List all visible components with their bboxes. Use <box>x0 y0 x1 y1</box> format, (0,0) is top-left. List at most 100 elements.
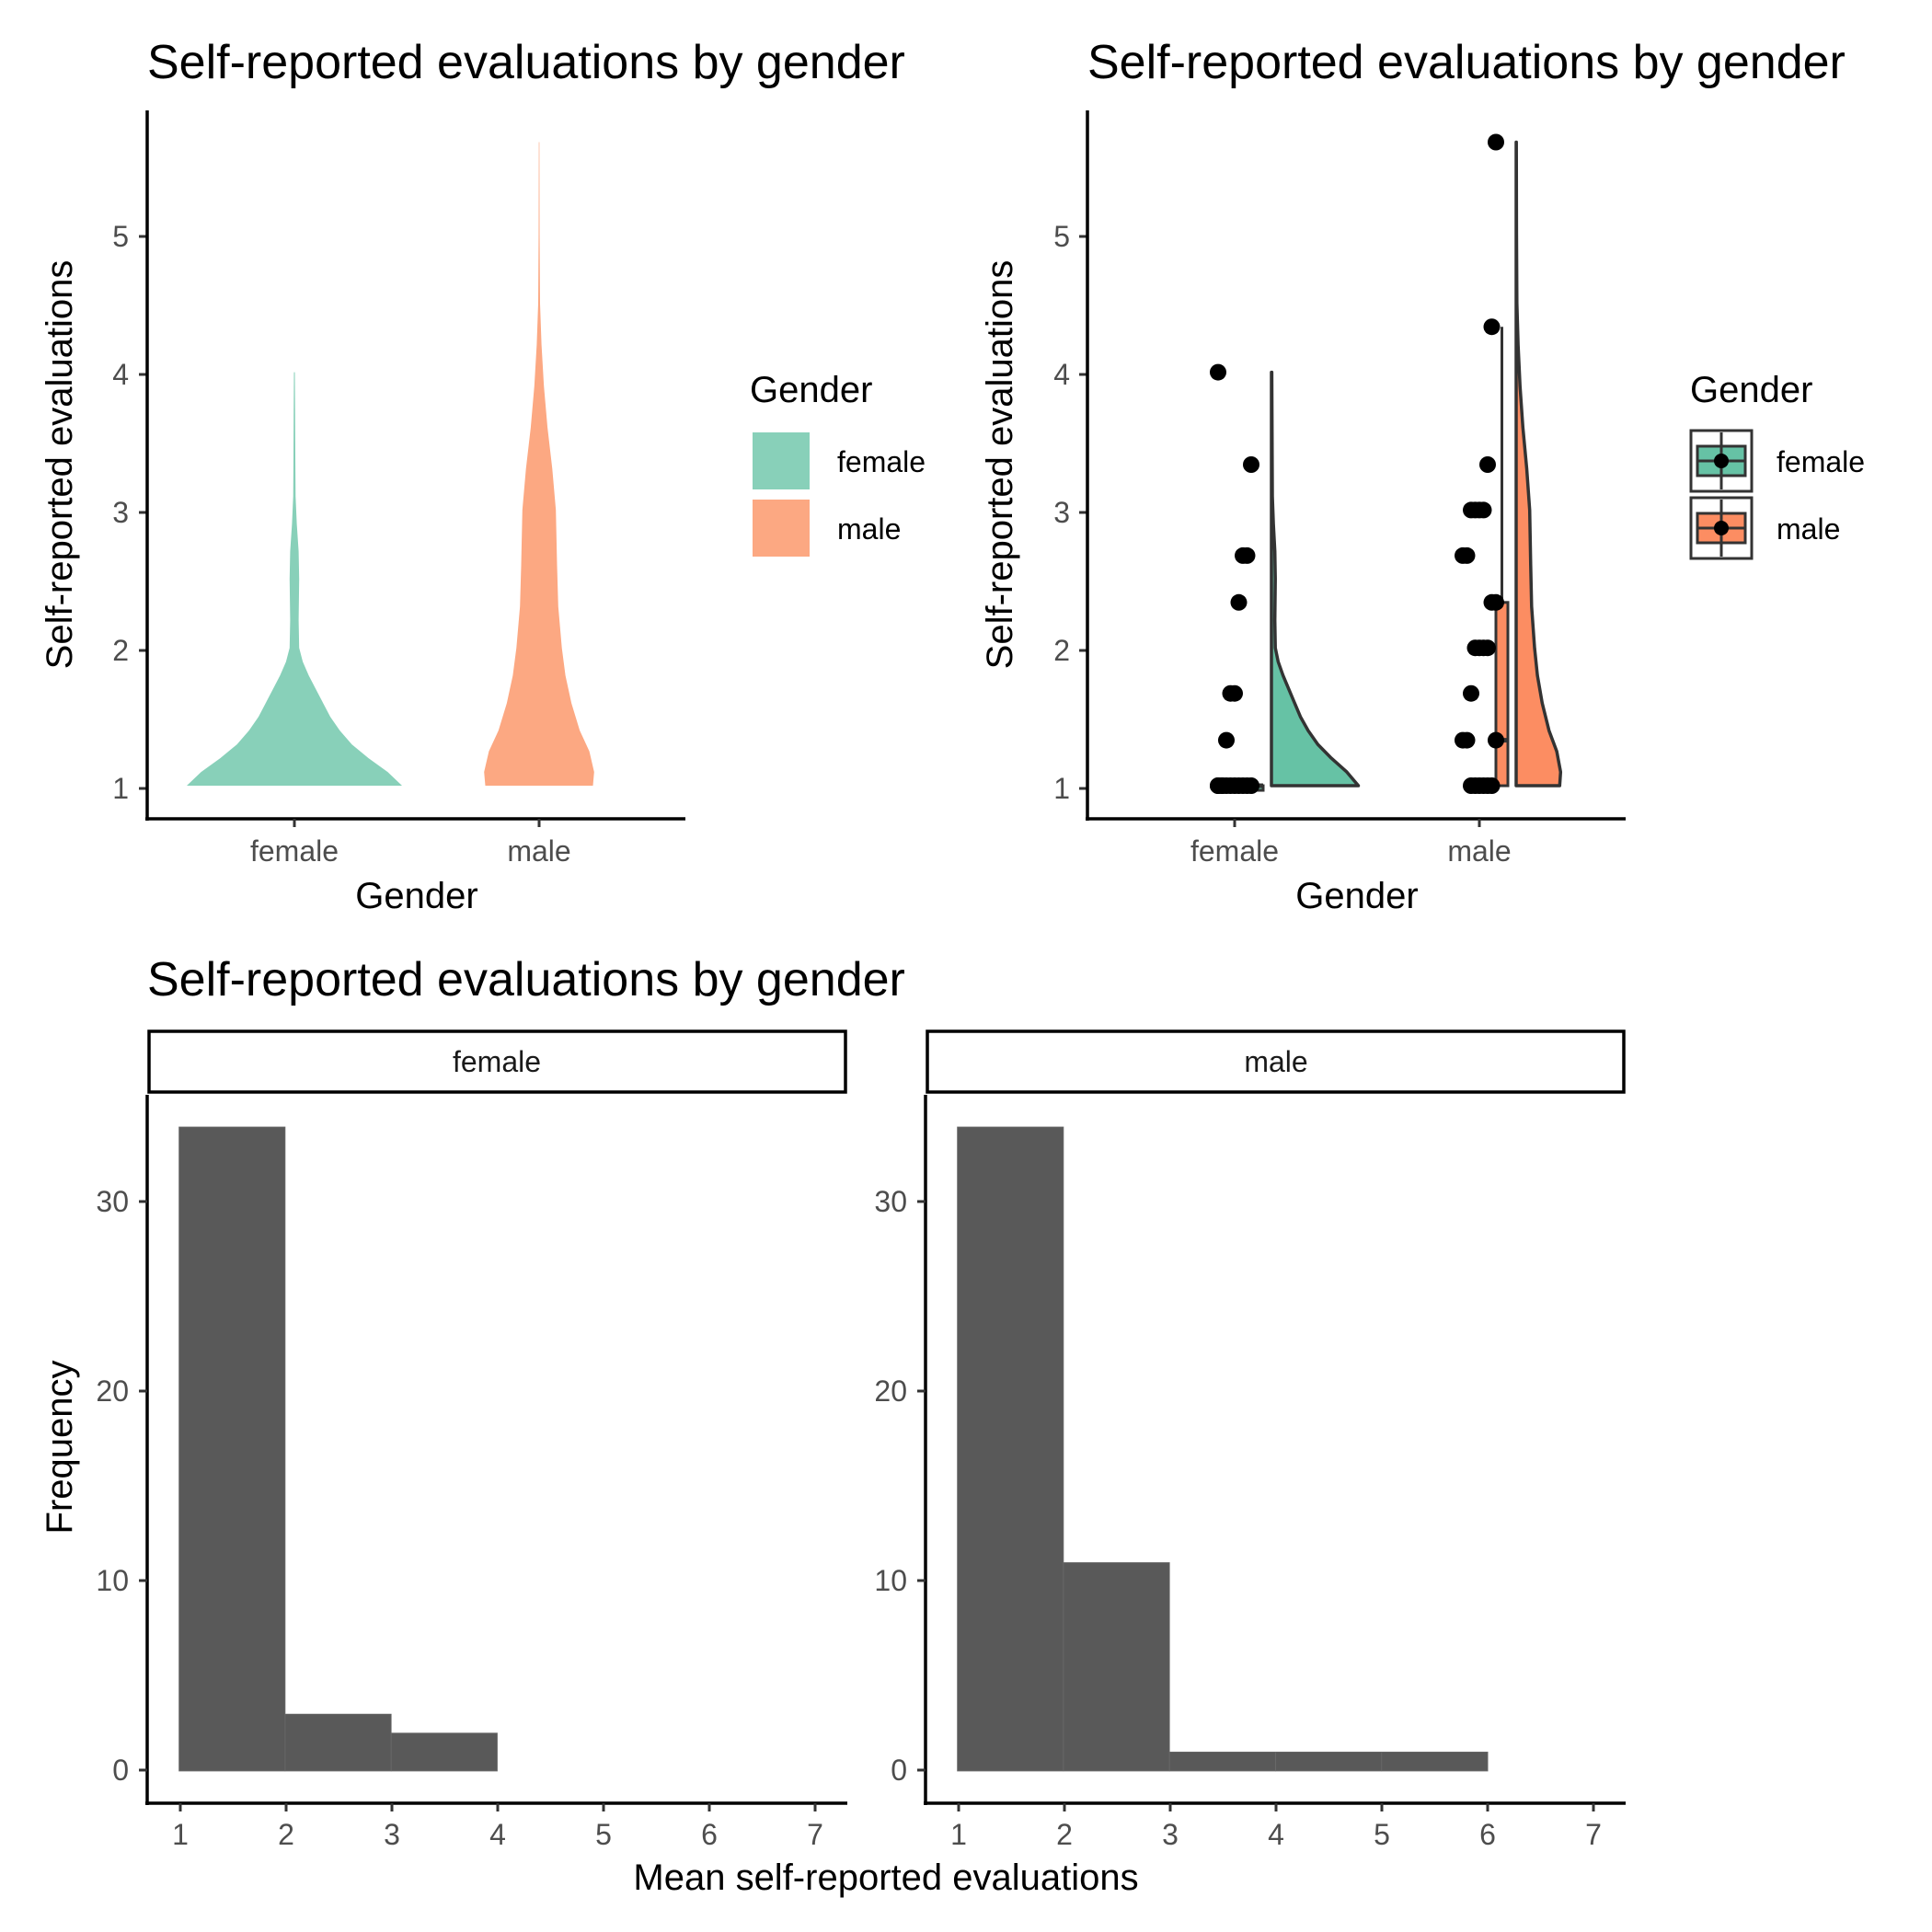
data-point <box>1213 777 1231 794</box>
data-point <box>1479 639 1496 657</box>
violin-y-tick-label: 4 <box>112 358 129 391</box>
histogram-bars-female <box>178 1126 498 1772</box>
histogram-x-tick-label: 6 <box>701 1818 718 1851</box>
violin-legend-title: Gender <box>750 370 872 410</box>
data-point <box>1479 456 1496 473</box>
histogram-y-tick-label: 10 <box>874 1564 907 1597</box>
raincloud-y-ticks: 1 2 3 4 5 <box>1053 220 1087 805</box>
raincloud-y-tick-label: 1 <box>1053 772 1070 805</box>
legend-key-point <box>1714 521 1729 535</box>
violin-male <box>484 142 594 786</box>
histogram-bars-male <box>957 1126 1489 1772</box>
histogram-bar <box>1381 1752 1489 1772</box>
histogram-x-tick-label: 4 <box>489 1818 506 1851</box>
data-point <box>1483 777 1501 794</box>
histogram-x-axis-title: Mean self-reported evaluations <box>633 1857 1138 1898</box>
histogram-x-tick-label: 3 <box>384 1818 400 1851</box>
histogram-male-y-ticks: 0 10 20 30 <box>874 1185 926 1787</box>
raincloud-legend-label: female <box>1777 445 1865 478</box>
histogram-x-tick-label: 1 <box>950 1818 967 1851</box>
histogram-y-tick-label: 20 <box>874 1374 907 1408</box>
violin-chart-title: Self-reported evaluations by gender <box>147 36 905 89</box>
histogram-bar <box>284 1713 392 1772</box>
data-point <box>1488 731 1504 749</box>
raincloud-y-tick-label: 4 <box>1053 358 1070 391</box>
violin-x-tick-label: female <box>250 834 339 868</box>
data-point <box>1243 456 1259 473</box>
raincloud-legend-key-female <box>1689 429 1754 493</box>
histogram-bar <box>1168 1752 1276 1772</box>
raincloud-legend-key-male <box>1689 496 1754 560</box>
data-point <box>1483 318 1501 336</box>
raincloud-x-axis-title: Gender <box>1295 876 1418 916</box>
facet-strip-female <box>147 1029 847 1094</box>
raincloud-x-tick-label: female <box>1190 834 1279 868</box>
facet-strip-label-male: male <box>1244 1045 1307 1078</box>
histogram-bar <box>957 1126 1064 1772</box>
violin-panel: Self-reported evaluations by gender 1 2 … <box>40 36 926 916</box>
violin-female <box>187 372 402 786</box>
histogram-x-tick-label: 6 <box>1479 1818 1496 1851</box>
data-point <box>1488 593 1504 611</box>
histogram-x-tick-label: 3 <box>1162 1818 1179 1851</box>
violin-y-tick-label: 1 <box>112 772 129 805</box>
histogram-male-x-ticks: 1 2 3 4 5 6 7 <box>950 1803 1602 1851</box>
raincloud-y-tick-label: 5 <box>1053 220 1070 253</box>
data-point <box>1218 731 1235 749</box>
violin-y-ticks: 1 2 3 4 5 <box>112 220 147 805</box>
data-point <box>1488 133 1504 151</box>
data-point <box>1230 593 1248 611</box>
histogram-y-axis-title: Frequency <box>40 1361 80 1535</box>
raincloud-y-tick-label: 2 <box>1053 634 1070 667</box>
histogram-y-tick-label: 0 <box>112 1754 129 1787</box>
histogram-x-tick-label: 2 <box>1056 1818 1073 1851</box>
histogram-x-tick-label: 2 <box>278 1818 294 1851</box>
violin-y-axis-title: Self-reported evaluations <box>40 260 80 670</box>
raincloud-legend-title: Gender <box>1690 370 1812 410</box>
histogram-x-tick-label: 4 <box>1268 1818 1284 1851</box>
histogram-x-tick-label: 5 <box>595 1818 612 1851</box>
raincloud-panel: Self-reported evaluations by gender 1 2 … <box>980 36 1865 916</box>
raincloud-y-tick-label: 3 <box>1053 496 1070 529</box>
raincloud-legend: Gender female male <box>1689 370 1865 560</box>
histogram-female-y-ticks: 0 10 20 30 <box>96 1185 147 1787</box>
histogram-x-tick-label: 7 <box>1585 1818 1602 1851</box>
raincloud-y-axis-title: Self-reported evaluations <box>980 260 1020 670</box>
raincloud-chart-title: Self-reported evaluations by gender <box>1087 36 1846 89</box>
data-point <box>1458 731 1476 749</box>
facet-strip-male <box>926 1029 1626 1094</box>
histogram-x-tick-label: 7 <box>807 1818 823 1851</box>
violin-y-tick-label: 5 <box>112 220 129 253</box>
data-point <box>1226 684 1243 702</box>
histogram-bar <box>1275 1752 1383 1772</box>
violin-legend-key-male <box>753 500 810 557</box>
violin-y-tick-label: 3 <box>112 496 129 529</box>
histogram-y-tick-label: 0 <box>891 1754 907 1787</box>
histogram-chart-title: Self-reported evaluations by gender <box>147 953 905 1006</box>
histogram-y-tick-label: 30 <box>96 1185 129 1218</box>
histogram-panel: Self-reported evaluations by gender fema… <box>40 953 1626 1898</box>
violin-legend-key-female <box>753 432 810 489</box>
violin-x-axis-title: Gender <box>355 876 477 916</box>
data-point <box>1243 777 1259 794</box>
data-point <box>1210 363 1226 381</box>
violin-marks <box>187 142 594 786</box>
violin-legend-label: female <box>837 445 926 478</box>
histogram-female-x-ticks: 1 2 3 4 5 6 7 <box>172 1803 823 1851</box>
half-violin-female <box>1270 370 1361 788</box>
histogram-y-tick-label: 30 <box>874 1185 907 1218</box>
histogram-x-tick-label: 5 <box>1374 1818 1390 1851</box>
box-male <box>1494 601 1510 788</box>
facet-strip-label-female: female <box>453 1045 541 1078</box>
histogram-bar <box>390 1732 498 1772</box>
raincloud-marks <box>1210 133 1563 794</box>
data-point <box>1458 546 1476 564</box>
data-point <box>1463 684 1479 702</box>
raincloud-x-tick-label: male <box>1447 834 1511 868</box>
violin-y-tick-label: 2 <box>112 634 129 667</box>
violin-x-tick-label: male <box>507 834 570 868</box>
histogram-bar <box>1063 1562 1170 1772</box>
raincloud-legend-label: male <box>1777 512 1840 546</box>
histogram-y-tick-label: 10 <box>96 1564 129 1597</box>
